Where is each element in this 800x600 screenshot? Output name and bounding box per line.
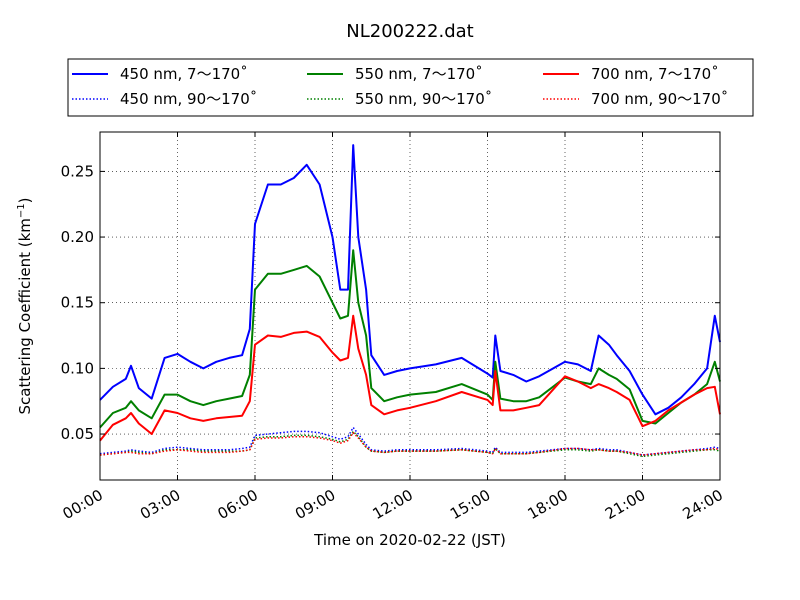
- legend-box: [67, 58, 754, 117]
- y-axis-label-main: Scattering Coefficient (km: [16, 218, 34, 414]
- legend-label: 700 nm, 90～170˚: [591, 90, 728, 108]
- legend: 450 nm, 7～170˚ 550 nm, 7～170˚ 700 nm, 7～17…: [67, 58, 754, 117]
- y-tick-label: 0.20: [61, 228, 94, 246]
- y-axis-label: Scattering Coefficient (km−1): [16, 197, 34, 414]
- y-tick-label: 0.05: [61, 425, 94, 443]
- legend-label: 550 nm, 90～170˚: [355, 90, 492, 108]
- x-tick-label: 18:00: [525, 486, 571, 523]
- series-line-4: [99, 426, 721, 456]
- y-axis-label-end: ): [16, 197, 34, 203]
- chart-title: NL200222.dat: [346, 21, 473, 42]
- series-line-1: [99, 144, 721, 416]
- x-tick-label: 12:00: [370, 486, 416, 523]
- x-axis-label: Time on 2020-02-22 (JST): [313, 531, 506, 549]
- y-tick-label: 0.15: [61, 294, 94, 312]
- plot-background: [100, 132, 720, 480]
- legend-label: 450 nm, 90～170˚: [120, 90, 257, 108]
- legend-label: 550 nm, 7～170˚: [355, 65, 483, 83]
- series-line-3: [99, 314, 721, 442]
- legend-label: 700 nm, 7～170˚: [591, 65, 719, 83]
- x-tick-label: 06:00: [215, 486, 261, 523]
- x-tick-label: 21:00: [602, 486, 648, 523]
- y-axis-label-superscript: −1: [16, 203, 27, 218]
- y-tick-label: 0.25: [61, 162, 94, 180]
- x-tick-label: 24:00: [680, 486, 726, 523]
- plot-area: 00:00 03:00 06:00 09:00 12:00 15:00 18:00 21:00…: [60, 131, 726, 523]
- legend-label: 450 nm, 7～170˚: [120, 65, 248, 83]
- x-tick-label: 03:00: [137, 486, 183, 523]
- series-line-6: [99, 431, 721, 456]
- series-line-2: [99, 249, 721, 429]
- x-tick-label: 15:00: [447, 486, 493, 523]
- x-tick-label: 00:00: [60, 486, 106, 523]
- x-tick-label: 09:00: [292, 486, 338, 523]
- y-tick-label: 0.10: [61, 359, 94, 377]
